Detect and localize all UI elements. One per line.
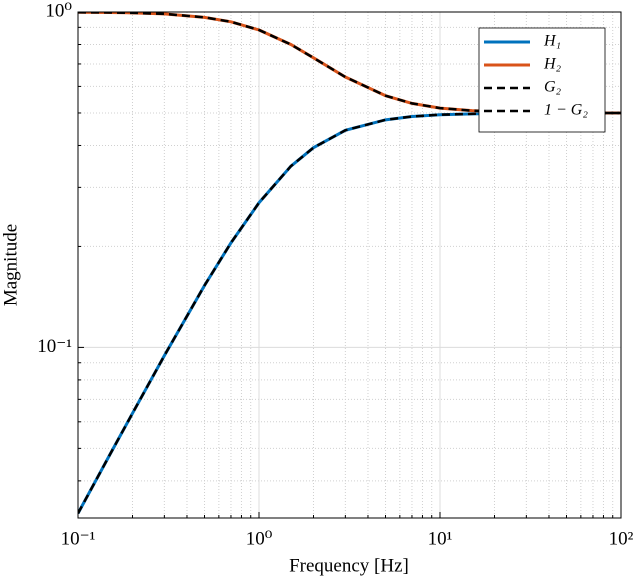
y-tick-label: 10⁰	[45, 0, 72, 21]
legend-label: H₂	[543, 56, 562, 73]
series-line	[78, 111, 621, 515]
legend-label: G₂	[544, 79, 562, 96]
legend-label: H₁	[543, 33, 561, 50]
legend: H₁ H₂ G₂ 1 − G₂	[478, 27, 606, 133]
y-axis-label: Magnitude	[0, 224, 21, 306]
y-tick-label: 10⁻¹	[37, 336, 72, 357]
x-axis-label: Frequency [Hz]	[289, 555, 409, 576]
x-tick-label: 10¹	[428, 528, 453, 549]
x-tick-label: 10²	[609, 528, 634, 549]
plot-frame	[77, 11, 622, 519]
series-line	[78, 111, 621, 514]
legend-box	[478, 27, 606, 133]
x-tick-label: 10⁰	[246, 528, 273, 549]
x-tick-label: 10⁻¹	[61, 528, 96, 549]
legend-label: 1 − G₂	[544, 102, 588, 119]
